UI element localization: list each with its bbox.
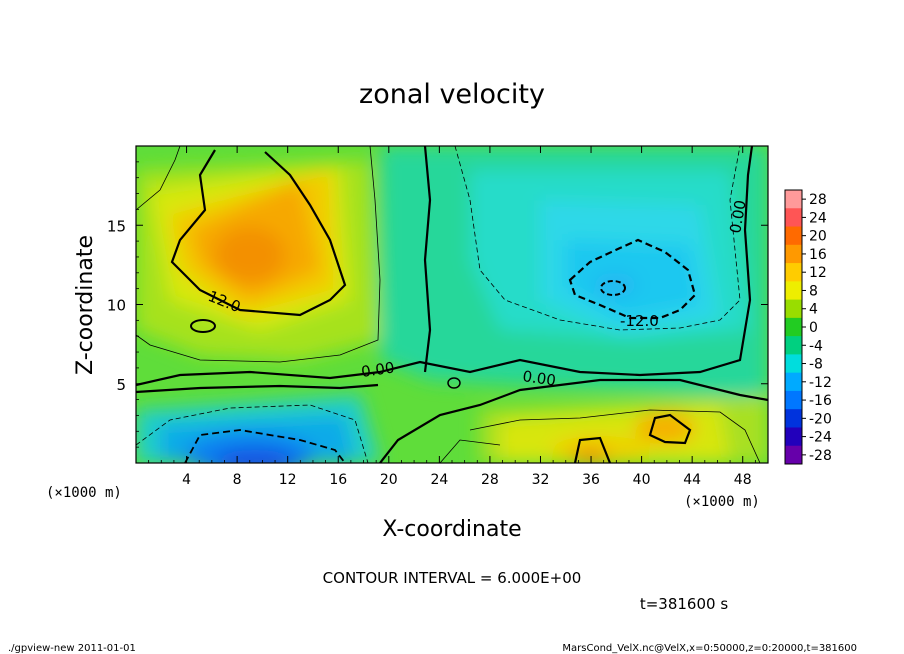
colorbar-swatch [785, 409, 802, 428]
colorbar-label: -4 [809, 338, 823, 354]
colorbar-swatch [785, 372, 802, 392]
x-tick-label: 44 [683, 472, 701, 488]
x-tick-label: 28 [481, 472, 499, 488]
colorbar-swatch [785, 299, 802, 319]
colorbar-label: -28 [809, 448, 832, 464]
colorbar-swatch [785, 244, 802, 264]
contour-12-upper [170, 149, 347, 317]
contour-0-top [423, 146, 432, 373]
x-tick-label: 40 [633, 472, 651, 488]
colorbar-label: -20 [809, 411, 832, 427]
contour-0-main [136, 146, 754, 387]
footer-left: ./gpview-new 2011-01-01 [8, 643, 136, 654]
colorbar-label: 24 [809, 210, 827, 226]
contour-interval-note: CONTOUR INTERVAL = 6.000E+00 [323, 569, 582, 587]
x-tick-label: 24 [430, 472, 448, 488]
contour-0-left-bottom [136, 383, 379, 394]
x-tick-label: 4 [182, 472, 191, 488]
colorbar-swatch [785, 317, 802, 337]
colorbar-label: -16 [809, 393, 832, 409]
x-unit-left: (×1000 m) [46, 485, 122, 501]
y-tick-label: 10 [107, 297, 126, 315]
contour-minus12-lower [184, 429, 346, 463]
contour-6-thin [136, 146, 381, 363]
colorbar-label: 8 [809, 283, 818, 299]
x-tick-label: 12 [279, 472, 297, 488]
x-tick-label: 32 [532, 472, 550, 488]
colorbar-swatch [785, 427, 802, 447]
colorbar-swatch [785, 190, 802, 209]
colorbar-label: 4 [809, 302, 818, 318]
y-axis: 5 10 15 [107, 161, 768, 448]
contour-6-bottom [439, 409, 761, 463]
contour-label: 0.00 [726, 199, 750, 235]
contour-0-lower [379, 378, 768, 463]
colorbar-swatch [785, 354, 802, 374]
colorbar-label: 16 [809, 247, 827, 263]
colorbar-swatch [785, 226, 802, 246]
colorbar-label: 28 [809, 192, 827, 208]
colorbar-swatch [785, 390, 802, 410]
contour-minus6-thin [454, 146, 741, 331]
colorbar-label: -12 [809, 375, 832, 391]
contour-minus12-inner [600, 280, 626, 296]
x-axis: 4 8 12 16 20 24 28 32 36 40 44 48 [148, 146, 756, 488]
contour-label: 0.00 [521, 367, 557, 389]
colorbar-swatch [785, 445, 802, 465]
velocity-field [136, 146, 768, 463]
x-unit-right: (×1000 m) [684, 494, 760, 510]
x-tick-label: 36 [582, 472, 600, 488]
y-tick-label: 5 [116, 376, 126, 394]
colorbar: 28 24 20 16 12 8 4 0 -4 -8 -12 -16 -20 -24 -28 [784, 189, 832, 465]
colorbar-label: 12 [809, 265, 827, 281]
contour-12-lower-right [648, 413, 692, 445]
contour-small-loop-2 [447, 377, 461, 389]
x-tick-label: 8 [233, 472, 242, 488]
footer-right: MarsCond_VelX.nc@VelX,x=0:50000,z=0:2000… [562, 643, 857, 654]
contour-small-loop [190, 319, 216, 333]
colorbar-swatch [785, 336, 802, 355]
colorbar-swatch [785, 208, 802, 228]
x-tick-label: 48 [734, 472, 752, 488]
y-tick-label: 15 [107, 217, 126, 235]
contour-label: 0.00 [360, 358, 396, 380]
x-tick-label: 20 [380, 472, 398, 488]
plot-area: 12.0 0.00 0.00 0.00 -12.0 [136, 146, 768, 463]
x-tick-label: 16 [329, 472, 347, 488]
colorbar-swatch [785, 281, 802, 301]
contour-minus12 [568, 238, 697, 320]
contour-lines [136, 146, 768, 463]
y-axis-title: Z-coordinate [73, 235, 98, 375]
time-note: t=381600 s [640, 595, 728, 613]
colorbar-swatch [785, 263, 802, 282]
chart-title: zonal velocity [359, 79, 545, 110]
colorbar-label: -24 [809, 430, 832, 446]
contour-12-bottom [573, 436, 612, 463]
colorbar-label: 20 [809, 229, 827, 245]
contour-minus6-bottom [136, 404, 369, 463]
contour-label: -12.0 [620, 312, 659, 330]
x-axis-title: X-coordinate [382, 517, 521, 542]
colorbar-label: -8 [809, 357, 823, 373]
colorbar-label: 0 [809, 320, 818, 336]
